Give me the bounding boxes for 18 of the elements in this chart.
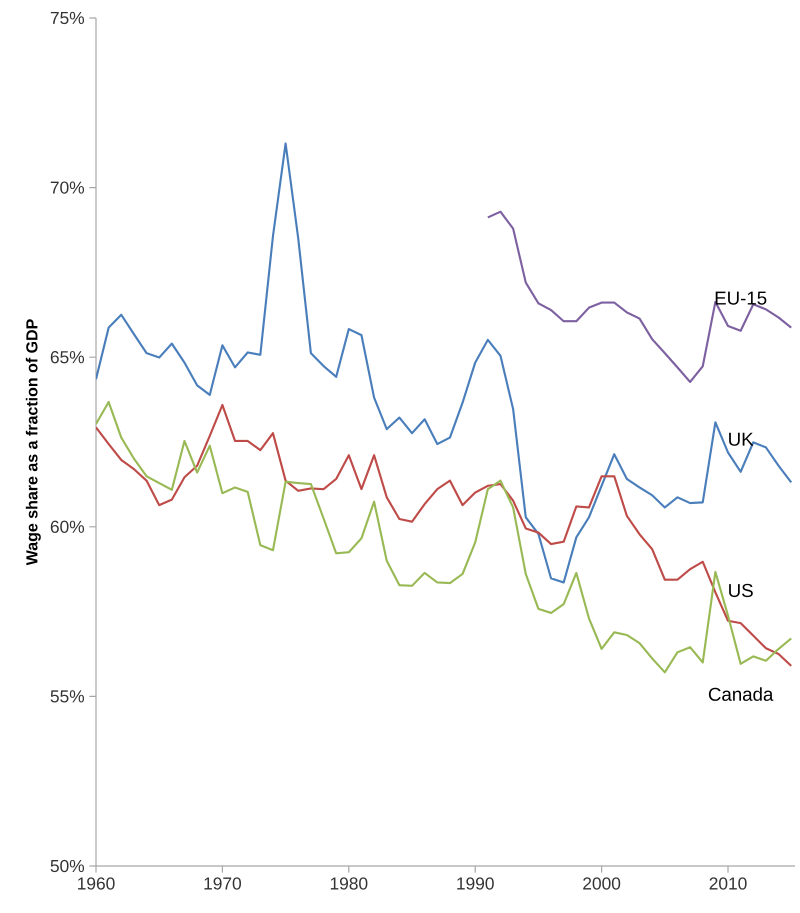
series-label: EU-15 bbox=[716, 292, 766, 305]
series-label: Canada bbox=[708, 687, 774, 701]
y-tick-label: 75% bbox=[50, 12, 84, 24]
x-tick-label: 1970 bbox=[204, 877, 242, 890]
x-tick-label: 2010 bbox=[710, 877, 747, 890]
y-tick-label: 50% bbox=[50, 860, 84, 872]
y-axis-title: Wage share as a fraction of GDP bbox=[26, 319, 41, 566]
y-tick-label: 55% bbox=[50, 690, 84, 702]
y-tick-label: 60% bbox=[50, 520, 84, 533]
x-tick-label: 1960 bbox=[78, 877, 115, 890]
x-tick-label: 1980 bbox=[330, 877, 368, 890]
x-tick-label: 2000 bbox=[583, 877, 620, 890]
series-label: UK bbox=[729, 432, 754, 446]
y-tick-label: 65% bbox=[50, 351, 84, 364]
x-tick-label: 1990 bbox=[457, 877, 494, 890]
series-label: US bbox=[729, 584, 753, 598]
y-tick-label: 70% bbox=[50, 181, 84, 194]
line-series bbox=[486, 210, 792, 384]
